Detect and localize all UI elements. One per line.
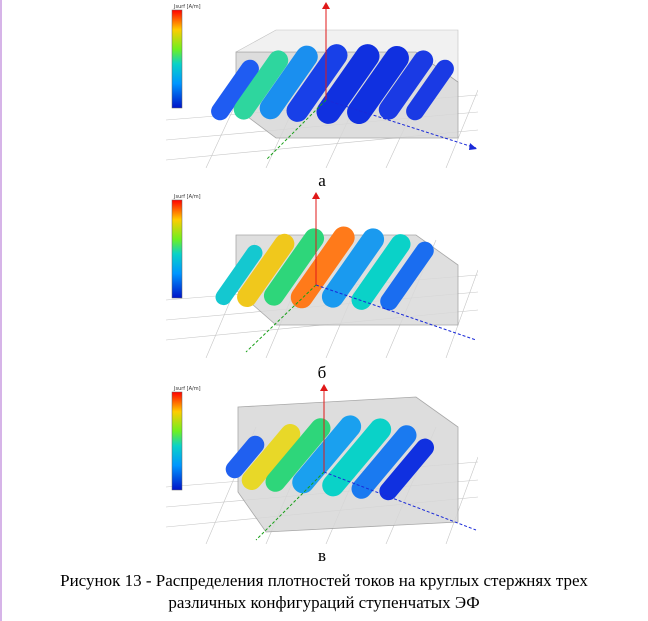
page-edge-rule bbox=[0, 0, 2, 621]
panel-label-b: б bbox=[317, 363, 327, 382]
figure-panel-a: Jsurf [A/m] bbox=[166, 0, 478, 168]
rods bbox=[225, 415, 434, 501]
rods bbox=[215, 226, 434, 311]
figure-caption-line1: Рисунок 13 - Распределения плотностей то… bbox=[60, 571, 588, 590]
legend-title: Jsurf [A/m] bbox=[173, 386, 201, 392]
figure-panel-c: Jsurf [A/m] bbox=[166, 382, 478, 544]
legend-bar: Jsurf [A/m] bbox=[171, 4, 201, 109]
panel-label-c: в bbox=[317, 546, 327, 565]
figure-panel-b: Jsurf [A/m] bbox=[166, 190, 478, 358]
legend-title: Jsurf [A/m] bbox=[173, 194, 201, 200]
axis-arrows bbox=[265, 2, 477, 161]
panel-label-a: а bbox=[318, 171, 326, 190]
legend-title: Jsurf [A/m] bbox=[173, 4, 201, 10]
rods bbox=[211, 44, 454, 125]
figure-caption-line2: различных конфигураций ступенчатых ЭФ bbox=[168, 593, 480, 612]
